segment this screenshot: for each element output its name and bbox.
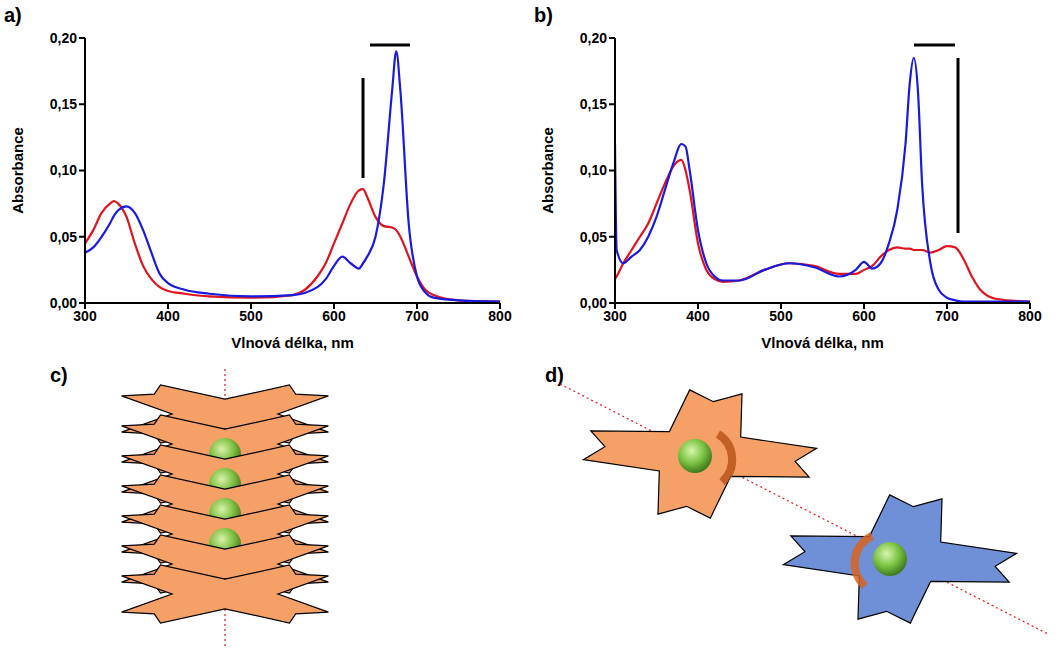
- svg-text:300: 300: [603, 307, 627, 324]
- svg-text:800: 800: [488, 308, 512, 324]
- svg-text:500: 500: [769, 308, 793, 324]
- svg-text:0,00: 0,00: [50, 295, 77, 311]
- svg-text:400: 400: [686, 308, 710, 324]
- svg-text:400: 400: [156, 308, 180, 324]
- svg-text:0,15: 0,15: [50, 96, 77, 112]
- svg-text:700: 700: [405, 308, 429, 324]
- svg-text:0,20: 0,20: [580, 30, 607, 46]
- svg-text:0,15: 0,15: [580, 96, 607, 112]
- html-text:a): a): [4, 4, 22, 26]
- svg-text:300: 300: [73, 307, 97, 324]
- svg-text:0,10: 0,10: [580, 162, 607, 178]
- svg-text:Vlnová délka, nm: Vlnová délka, nm: [231, 334, 354, 351]
- svg-text:0,10: 0,10: [50, 162, 77, 178]
- svg-text:500: 500: [239, 308, 263, 324]
- svg-text:0,05: 0,05: [580, 229, 607, 245]
- html-text:c): c): [50, 364, 68, 386]
- svg-text:0,00: 0,00: [580, 295, 607, 311]
- html-text:d): d): [545, 364, 564, 386]
- svg-text:Absorbance: Absorbance: [539, 127, 556, 214]
- html-text:b): b): [534, 4, 553, 26]
- svg-text:700: 700: [935, 308, 959, 324]
- svg-text:800: 800: [1018, 308, 1042, 324]
- svg-text:0,05: 0,05: [50, 229, 77, 245]
- svg-text:0,20: 0,20: [50, 30, 77, 46]
- svg-text:Vlnová délka, nm: Vlnová délka, nm: [761, 334, 884, 351]
- svg-text:Absorbance: Absorbance: [9, 127, 26, 214]
- svg-text:600: 600: [852, 308, 876, 324]
- svg-text:600: 600: [322, 308, 346, 324]
